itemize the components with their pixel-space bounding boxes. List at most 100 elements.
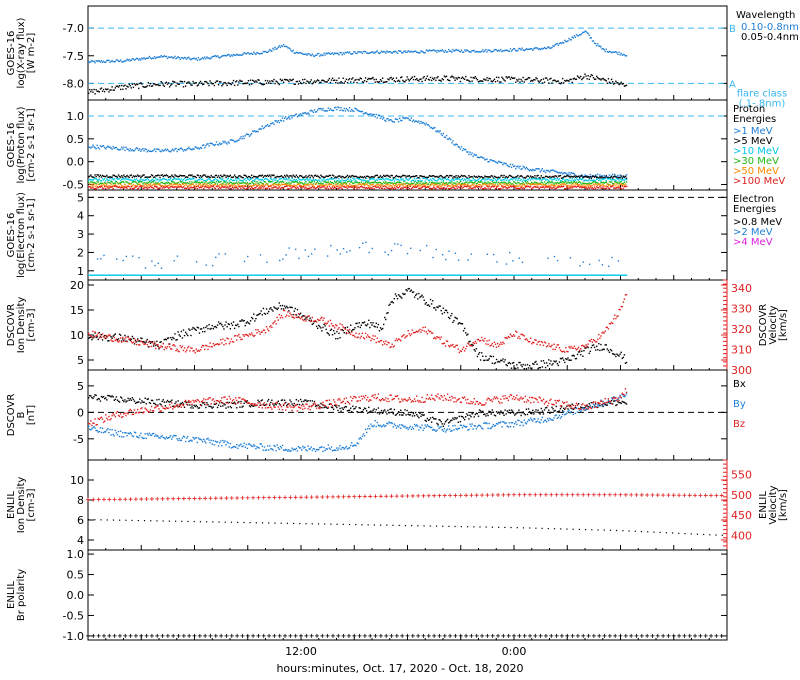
- proton-point: [618, 180, 620, 182]
- proton-point: [260, 181, 262, 184]
- proton-point: [574, 174, 577, 177]
- electron-point: [414, 274, 417, 276]
- proton-point: [492, 184, 495, 186]
- proton-point: [140, 178, 142, 180]
- proton-point: [355, 108, 357, 110]
- proton-point: [503, 183, 505, 186]
- proton-point: [217, 144, 220, 146]
- proton-point: [446, 138, 449, 140]
- proton-point: [600, 177, 602, 179]
- xray-point: [489, 50, 491, 52]
- electron-point: [576, 274, 579, 276]
- xray-point: [146, 85, 148, 87]
- proton-point: [490, 183, 492, 185]
- proton-point: [424, 124, 426, 126]
- xray-point: [515, 81, 517, 83]
- xray-point: [570, 39, 572, 41]
- proton-point: [344, 180, 347, 182]
- proton-point: [326, 185, 328, 187]
- proton-point: [521, 183, 523, 185]
- xray-point: [272, 80, 274, 83]
- xray-point: [213, 84, 216, 87]
- xray-point: [142, 85, 144, 88]
- proton-point: [136, 183, 139, 185]
- electron-point: [236, 274, 238, 276]
- proton-point: [436, 175, 438, 178]
- xray-point: [520, 78, 522, 81]
- proton-point: [457, 175, 459, 177]
- proton-point: [439, 174, 441, 177]
- proton-point: [434, 176, 436, 178]
- electron-point: [625, 274, 628, 276]
- proton-point: [525, 179, 528, 182]
- proton-point: [346, 109, 349, 111]
- proton-point: [527, 178, 530, 181]
- proton-point: [391, 174, 393, 177]
- proton-point: [517, 181, 519, 183]
- proton-point: [472, 184, 474, 186]
- proton-point: [194, 187, 196, 189]
- proton-point: [102, 187, 105, 190]
- proton-point: [581, 187, 583, 189]
- proton-point: [174, 174, 176, 176]
- proton-point: [509, 175, 512, 177]
- proton-point: [118, 175, 121, 178]
- xray-point: [262, 83, 265, 86]
- xray-point: [168, 86, 171, 88]
- proton-ytick-label: 0.5: [67, 133, 85, 146]
- xray-point: [604, 50, 606, 53]
- xray-point: [461, 51, 464, 53]
- xray-point: [604, 79, 606, 81]
- proton-point: [346, 174, 349, 177]
- proton-point: [360, 184, 363, 186]
- xray-point: [570, 78, 572, 81]
- proton-point: [485, 182, 487, 184]
- proton-point: [466, 151, 468, 153]
- proton-point: [505, 175, 507, 178]
- proton-point: [523, 184, 525, 186]
- electron-point: [479, 274, 482, 276]
- proton-point: [244, 135, 246, 137]
- xray-point: [240, 80, 242, 82]
- proton-point: [129, 183, 131, 185]
- proton-point: [536, 175, 538, 177]
- proton-point: [510, 186, 513, 188]
- electron-point: [293, 274, 295, 276]
- proton-point: [243, 178, 245, 181]
- proton-point: [145, 178, 147, 181]
- xray-point: [376, 81, 379, 83]
- proton-point: [192, 175, 194, 178]
- proton-point: [446, 175, 449, 177]
- electron-point: [161, 274, 163, 276]
- proton-point: [175, 183, 177, 185]
- proton-point: [575, 183, 578, 185]
- proton-point: [460, 178, 463, 181]
- proton-point: [176, 150, 178, 153]
- proton-point: [91, 187, 93, 189]
- xray-point: [359, 51, 361, 53]
- proton-point: [302, 176, 304, 179]
- proton-point: [344, 181, 347, 184]
- proton-point: [355, 180, 357, 182]
- proton-point: [439, 187, 441, 190]
- electron-ytick-label: 5: [77, 191, 84, 204]
- proton-point: [121, 186, 123, 189]
- electron-point: [460, 274, 463, 276]
- proton-point: [353, 182, 355, 184]
- proton-point: [401, 179, 403, 181]
- xray-point: [377, 81, 380, 83]
- proton-point: [334, 180, 336, 183]
- xray-point: [428, 79, 431, 81]
- electron-point: [343, 274, 345, 276]
- proton-point: [191, 148, 193, 151]
- proton-point: [440, 175, 442, 177]
- proton-point: [149, 185, 152, 187]
- proton-point: [89, 183, 91, 185]
- proton-point: [381, 176, 384, 178]
- proton-point: [381, 118, 384, 120]
- xray-point: [145, 86, 147, 88]
- xray-point: [613, 83, 615, 85]
- proton-point: [620, 175, 622, 177]
- xray-point: [326, 53, 328, 55]
- xray-point: [491, 80, 494, 83]
